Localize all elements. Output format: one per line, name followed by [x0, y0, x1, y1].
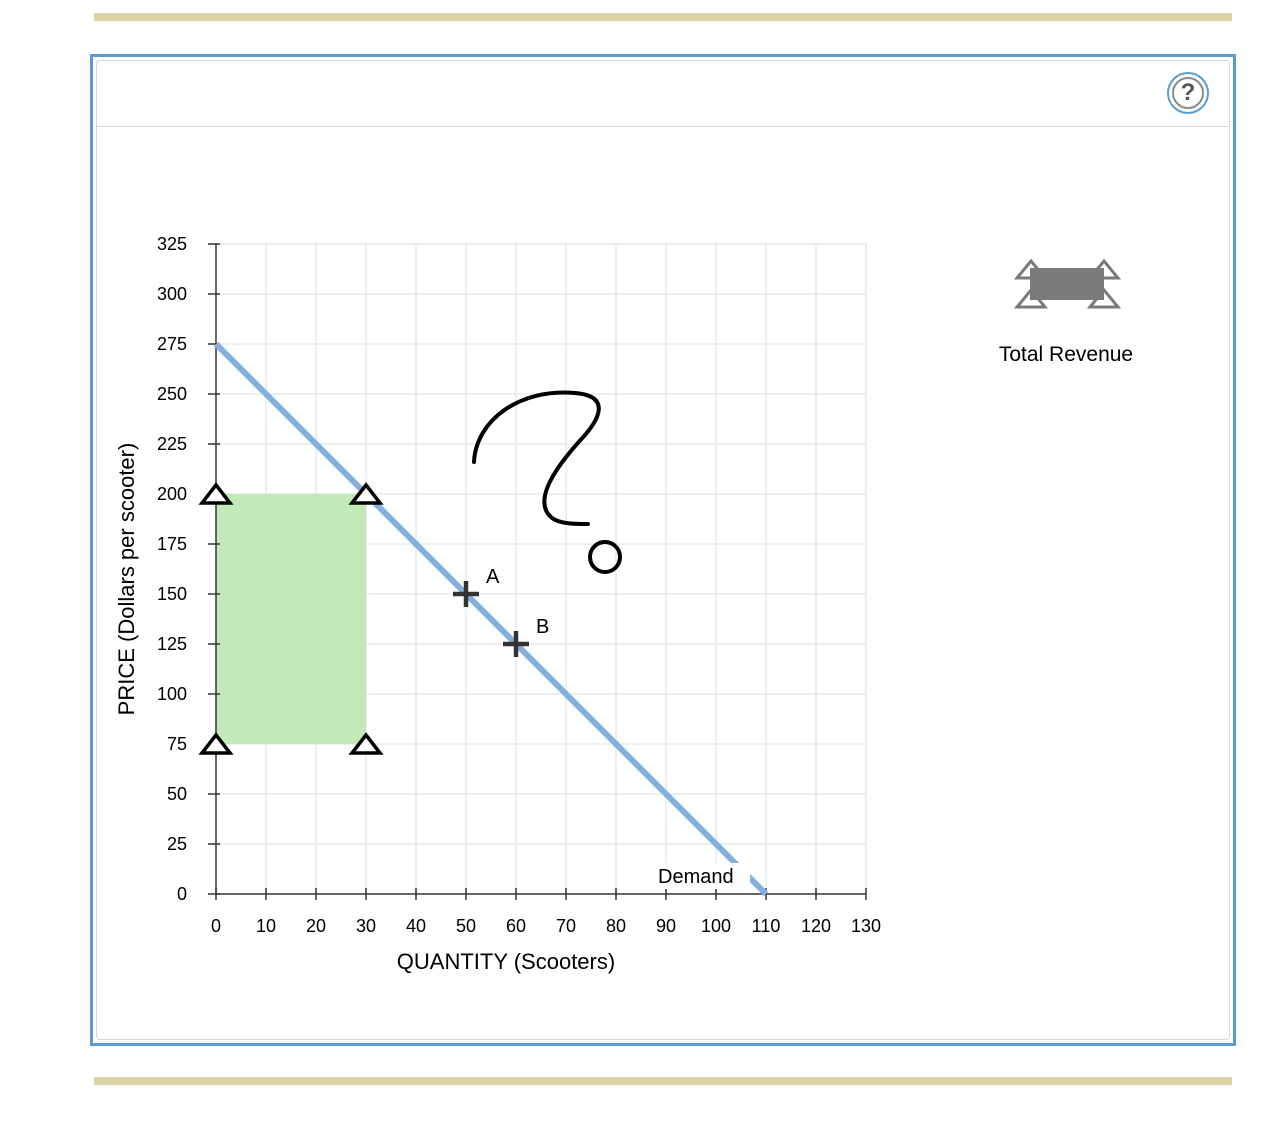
x-tick-label: 80 — [606, 916, 626, 936]
y-tick-label: 25 — [167, 834, 187, 854]
demand-series: Demand — [213, 341, 769, 897]
x-tick-label: 40 — [406, 916, 426, 936]
help-button[interactable]: ? — [1167, 72, 1209, 114]
revenue-corner-handle — [348, 732, 384, 755]
x-tick-label: 10 — [256, 916, 276, 936]
bottom-divider — [94, 1077, 1232, 1085]
y-tick-label: 275 — [157, 334, 187, 354]
y-tick-label: 250 — [157, 384, 187, 404]
question-curve — [472, 390, 601, 526]
x-tick-label: 110 — [752, 916, 781, 936]
demand-label: Demand — [658, 866, 734, 888]
y-axis-title: PRICE (Dollars per scooter) — [114, 443, 139, 716]
point-label-a: A — [486, 566, 500, 588]
legend-total-revenue-tool[interactable] — [1013, 258, 1122, 309]
y-tick-label: 300 — [157, 284, 187, 304]
total-revenue-rect — [216, 494, 366, 744]
chart-axes: 0 10 20 30 40 50 60 70 80 90 100 110 120 130 0 25 50 75 10… — [157, 234, 881, 936]
y-tick-label: 0 — [177, 884, 187, 904]
revenue-corner-handle — [198, 482, 234, 505]
x-tick-label: 70 — [556, 916, 576, 936]
x-tick-label: 20 — [306, 916, 326, 936]
y-tick-label: 50 — [167, 784, 187, 804]
legend-corner-handle[interactable] — [1013, 287, 1049, 309]
y-tick-label: 225 — [157, 434, 187, 454]
x-tick-label: 50 — [456, 916, 476, 936]
point-label-b: B — [536, 616, 549, 638]
x-axis-title: QUANTITY (Scooters) — [397, 949, 615, 974]
x-tick-label: 130 — [851, 916, 881, 936]
graph-panel-inner: ? — [96, 60, 1230, 1040]
legend-corner-handle[interactable] — [1086, 258, 1122, 280]
legend-total-revenue-label: Total Revenue — [998, 343, 1134, 366]
total-revenue-area — [216, 494, 366, 744]
question-mark-icon: ? — [1172, 77, 1204, 109]
x-tick-label: 60 — [506, 916, 526, 936]
y-tick-label: 175 — [157, 534, 187, 554]
y-tick-label: 100 — [157, 684, 187, 704]
panel-header-separator — [97, 126, 1229, 127]
demand-line — [213, 341, 769, 897]
question-dot — [588, 540, 622, 574]
axis-labels: QUANTITY (Scooters) PRICE (Dollars per sc… — [114, 443, 615, 974]
x-tick-label: 90 — [656, 916, 676, 936]
legend-corner-handle[interactable] — [1013, 258, 1049, 280]
question-annotation — [472, 390, 622, 574]
y-tick-label: 125 — [157, 634, 187, 654]
x-tick-label: 30 — [356, 916, 376, 936]
revenue-corner-handle — [348, 482, 384, 505]
top-divider — [94, 13, 1232, 21]
x-tick-label: 120 — [801, 916, 831, 936]
x-tick-label: 100 — [701, 916, 731, 936]
revenue-handles — [198, 482, 384, 755]
x-tick-label: 0 — [211, 916, 221, 936]
y-tick-label: 150 — [157, 584, 187, 604]
revenue-corner-handle — [198, 732, 234, 755]
chart-points: AB — [453, 566, 549, 657]
y-tick-label: 75 — [167, 734, 187, 754]
y-tick-label: 325 — [157, 234, 187, 254]
legend-corner-handle[interactable] — [1086, 287, 1122, 309]
demand-label-backdrop — [656, 863, 750, 889]
y-tick-label: 200 — [157, 484, 187, 504]
